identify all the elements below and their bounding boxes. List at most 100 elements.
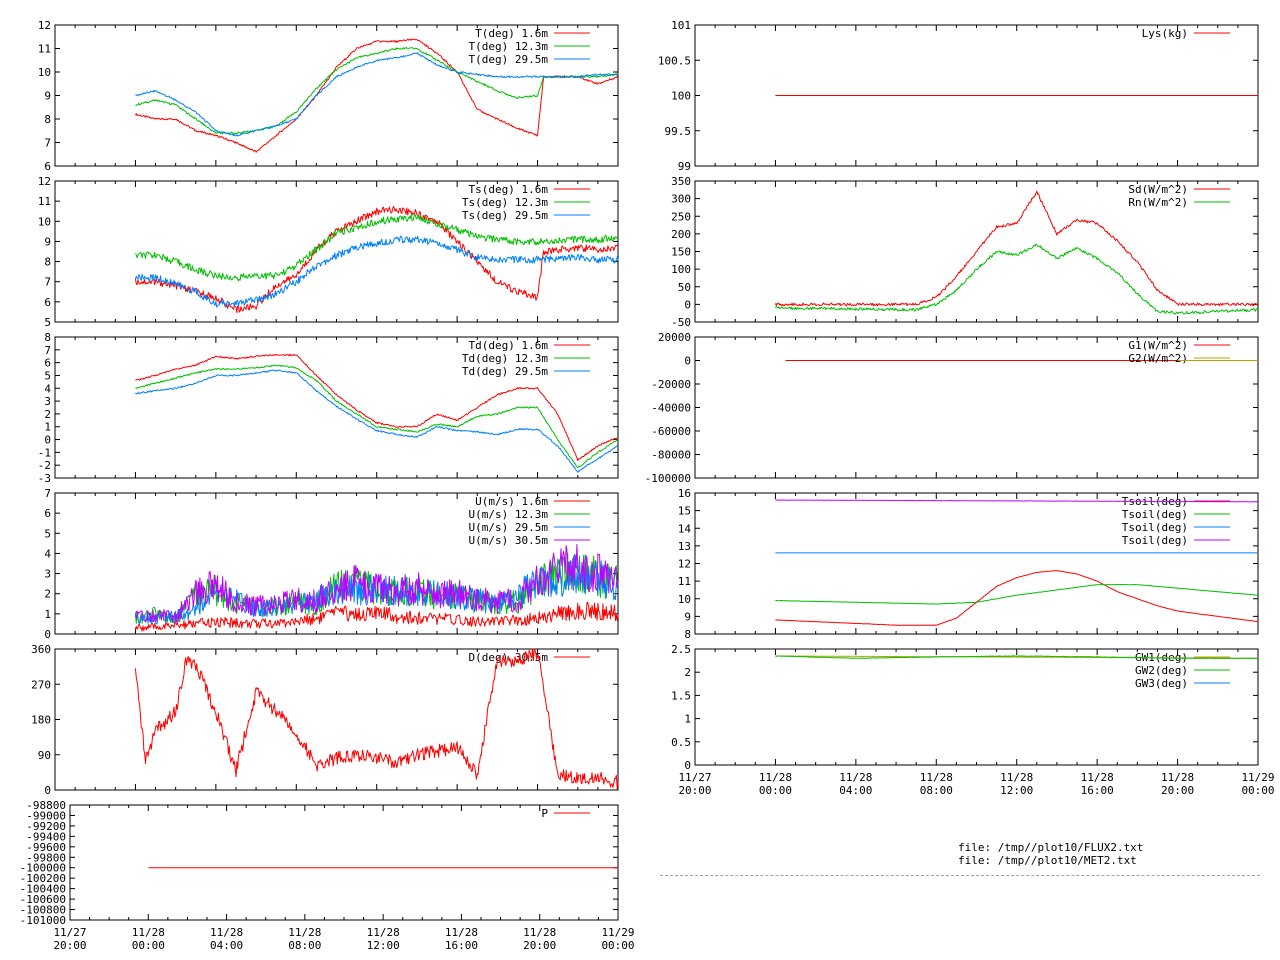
y-tick-label: -60000 bbox=[651, 425, 691, 438]
file-list: file: /tmp//plot10/FLUX2.txt file: /tmp//… bbox=[958, 841, 1143, 867]
x-tick-label-date: 11/28 bbox=[1161, 771, 1194, 784]
file-label-met: file: /tmp//plot10/MET2.txt bbox=[958, 854, 1137, 867]
panel-p: -101000-100800-100600-100400-100200-1000… bbox=[20, 799, 635, 952]
y-tick-label: 9 bbox=[684, 610, 691, 623]
series-line bbox=[774, 190, 1259, 307]
y-tick-label: 250 bbox=[671, 210, 691, 223]
panel-g: -100000 -80000 -60000 -40000 -20000 0 20000 G1(… bbox=[645, 331, 1259, 485]
x-tick-label-date: 11/28 bbox=[523, 926, 556, 939]
x-tick-label-time: 00:00 bbox=[759, 784, 792, 797]
y-tick-label: 0 bbox=[44, 628, 51, 641]
legend-label: G2(W/m^2) bbox=[1128, 352, 1188, 365]
y-tick-label: 10 bbox=[678, 593, 691, 606]
x-tick-label-time: 20:00 bbox=[53, 939, 86, 952]
y-tick-label: -100600 bbox=[20, 893, 66, 906]
y-tick-label: 13 bbox=[678, 540, 691, 553]
legend-label: P bbox=[541, 807, 548, 820]
y-tick-label: 100.5 bbox=[658, 54, 691, 67]
series-line bbox=[134, 554, 619, 625]
x-tick-label-date: 11/27 bbox=[53, 926, 86, 939]
series-line bbox=[134, 648, 619, 790]
legend-label: U(m/s) 29.5m bbox=[469, 521, 549, 534]
legend-label: GW3(deg) bbox=[1135, 677, 1188, 690]
series-line bbox=[134, 205, 619, 314]
y-tick-label: 3 bbox=[44, 395, 51, 408]
legend-label: Td(deg) 12.3m bbox=[462, 352, 548, 365]
y-tick-label: 6 bbox=[44, 160, 51, 173]
y-tick-label: -101000 bbox=[20, 914, 66, 927]
legend-label: T(deg) 12.3m bbox=[469, 40, 549, 53]
series-line bbox=[135, 47, 619, 135]
legend-label: Sd(W/m^2) bbox=[1128, 183, 1188, 196]
legend-label: Tsoil(deg) bbox=[1122, 521, 1188, 534]
y-tick-label: 360 bbox=[31, 643, 51, 656]
dashed-divider bbox=[660, 875, 1260, 876]
x-tick-label-time: 00:00 bbox=[1241, 784, 1274, 797]
y-tick-label: 6 bbox=[44, 357, 51, 370]
series-line bbox=[134, 601, 619, 632]
x-tick-label-date: 11/28 bbox=[367, 926, 400, 939]
y-tick-label: 100 bbox=[671, 90, 691, 103]
panel-u: 0 1 2 3 4 5 6 7 U(m/s) 1.6mU(m/s) 12.3mU(m/s) 29… bbox=[44, 487, 619, 641]
legend-label: Lys(kg) bbox=[1142, 27, 1188, 40]
series-line bbox=[135, 364, 619, 469]
x-tick-label-date: 11/28 bbox=[132, 926, 165, 939]
y-tick-label: -100000 bbox=[645, 472, 691, 485]
x-tick-label-time: 04:00 bbox=[839, 784, 872, 797]
y-tick-label: 5 bbox=[44, 369, 51, 382]
legend-label: Ts(deg) 1.6m bbox=[469, 183, 549, 196]
legend-label: U(m/s) 12.3m bbox=[469, 508, 549, 521]
y-tick-label: -50 bbox=[671, 316, 691, 329]
y-tick-label: 14 bbox=[678, 522, 692, 535]
x-tick-label-time: 04:00 bbox=[210, 939, 243, 952]
x-tick-label-date: 11/28 bbox=[920, 771, 953, 784]
x-tick-label-time: 00:00 bbox=[601, 939, 634, 952]
series-line bbox=[134, 213, 619, 282]
x-tick-label-date: 11/28 bbox=[288, 926, 321, 939]
series-line bbox=[135, 353, 619, 462]
y-tick-label: 2 bbox=[44, 588, 51, 601]
y-tick-label: 90 bbox=[38, 749, 51, 762]
series-line bbox=[775, 499, 1259, 503]
y-tick-label: 3 bbox=[44, 568, 51, 581]
y-tick-label: 0 bbox=[44, 784, 51, 797]
y-tick-label: 15 bbox=[678, 505, 691, 518]
y-tick-label: 1 bbox=[44, 421, 51, 434]
y-tick-label: 0 bbox=[684, 298, 691, 311]
y-tick-label: 11 bbox=[38, 43, 51, 56]
y-tick-label: -20000 bbox=[651, 378, 691, 391]
y-tick-label: 270 bbox=[31, 678, 51, 691]
y-tick-label: 11 bbox=[678, 575, 691, 588]
x-tick-label-date: 11/28 bbox=[1000, 771, 1033, 784]
legend-label: U(m/s) 30.5m bbox=[469, 534, 549, 547]
y-tick-label: 1 bbox=[44, 608, 51, 621]
series-line bbox=[134, 235, 619, 308]
y-tick-label: 11 bbox=[38, 195, 51, 208]
y-tick-label: 50 bbox=[678, 281, 691, 294]
y-tick-label: 12 bbox=[38, 175, 51, 188]
legend-label: T(deg) 29.5m bbox=[469, 53, 549, 66]
legend-label: G1(W/m^2) bbox=[1128, 339, 1188, 352]
y-tick-label: -98800 bbox=[26, 799, 66, 812]
y-tick-label: 9 bbox=[44, 90, 51, 103]
series-line bbox=[134, 544, 619, 624]
y-tick-label: 4 bbox=[44, 382, 51, 395]
x-tick-label-date: 11/29 bbox=[1241, 771, 1274, 784]
y-tick-label: 180 bbox=[31, 714, 51, 727]
y-tick-label: -1 bbox=[38, 446, 51, 459]
y-tick-label: 350 bbox=[671, 175, 691, 188]
series-line bbox=[135, 369, 619, 473]
y-tick-label: 4 bbox=[44, 547, 51, 560]
y-tick-label: -99400 bbox=[26, 830, 66, 843]
plot-frame bbox=[69, 804, 619, 921]
legend-label: Tsoil(deg) bbox=[1122, 508, 1188, 521]
y-tick-label: 150 bbox=[671, 246, 691, 259]
x-tick-label-time: 12:00 bbox=[1000, 784, 1033, 797]
y-tick-label: -100200 bbox=[20, 872, 66, 885]
y-tick-label: 300 bbox=[671, 193, 691, 206]
y-tick-label: 1 bbox=[684, 713, 691, 726]
y-tick-label: 8 bbox=[44, 331, 51, 344]
y-tick-label: 7 bbox=[44, 344, 51, 357]
